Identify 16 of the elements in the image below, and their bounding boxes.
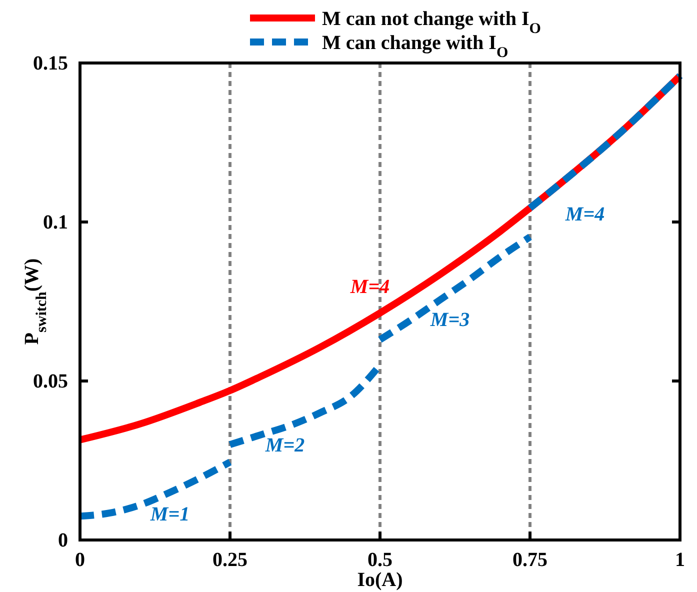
legend-label: M can change with I$_{O}$: [322, 32, 508, 61]
x-tick-label: 0.75: [512, 549, 548, 572]
x-tick-label: 1: [675, 549, 685, 572]
annotation: M=2: [264, 434, 305, 457]
x-axis-title: Io(A): [357, 569, 403, 591]
x-tick-label: 0.5: [368, 549, 392, 572]
annotation: M=4: [349, 276, 390, 298]
y-tick-label: 0.1: [43, 211, 68, 234]
annotation: M=1: [149, 503, 190, 526]
x-tick-label: 0.25: [212, 549, 248, 572]
annotation: M=4: [564, 203, 605, 226]
y-tick-label: 0.05: [33, 370, 68, 392]
annotation: M=3: [429, 308, 470, 331]
y-tick-label: 0: [58, 529, 68, 552]
x-tick-label: 0: [75, 549, 85, 572]
y-tick-label: 0.15: [33, 52, 68, 74]
